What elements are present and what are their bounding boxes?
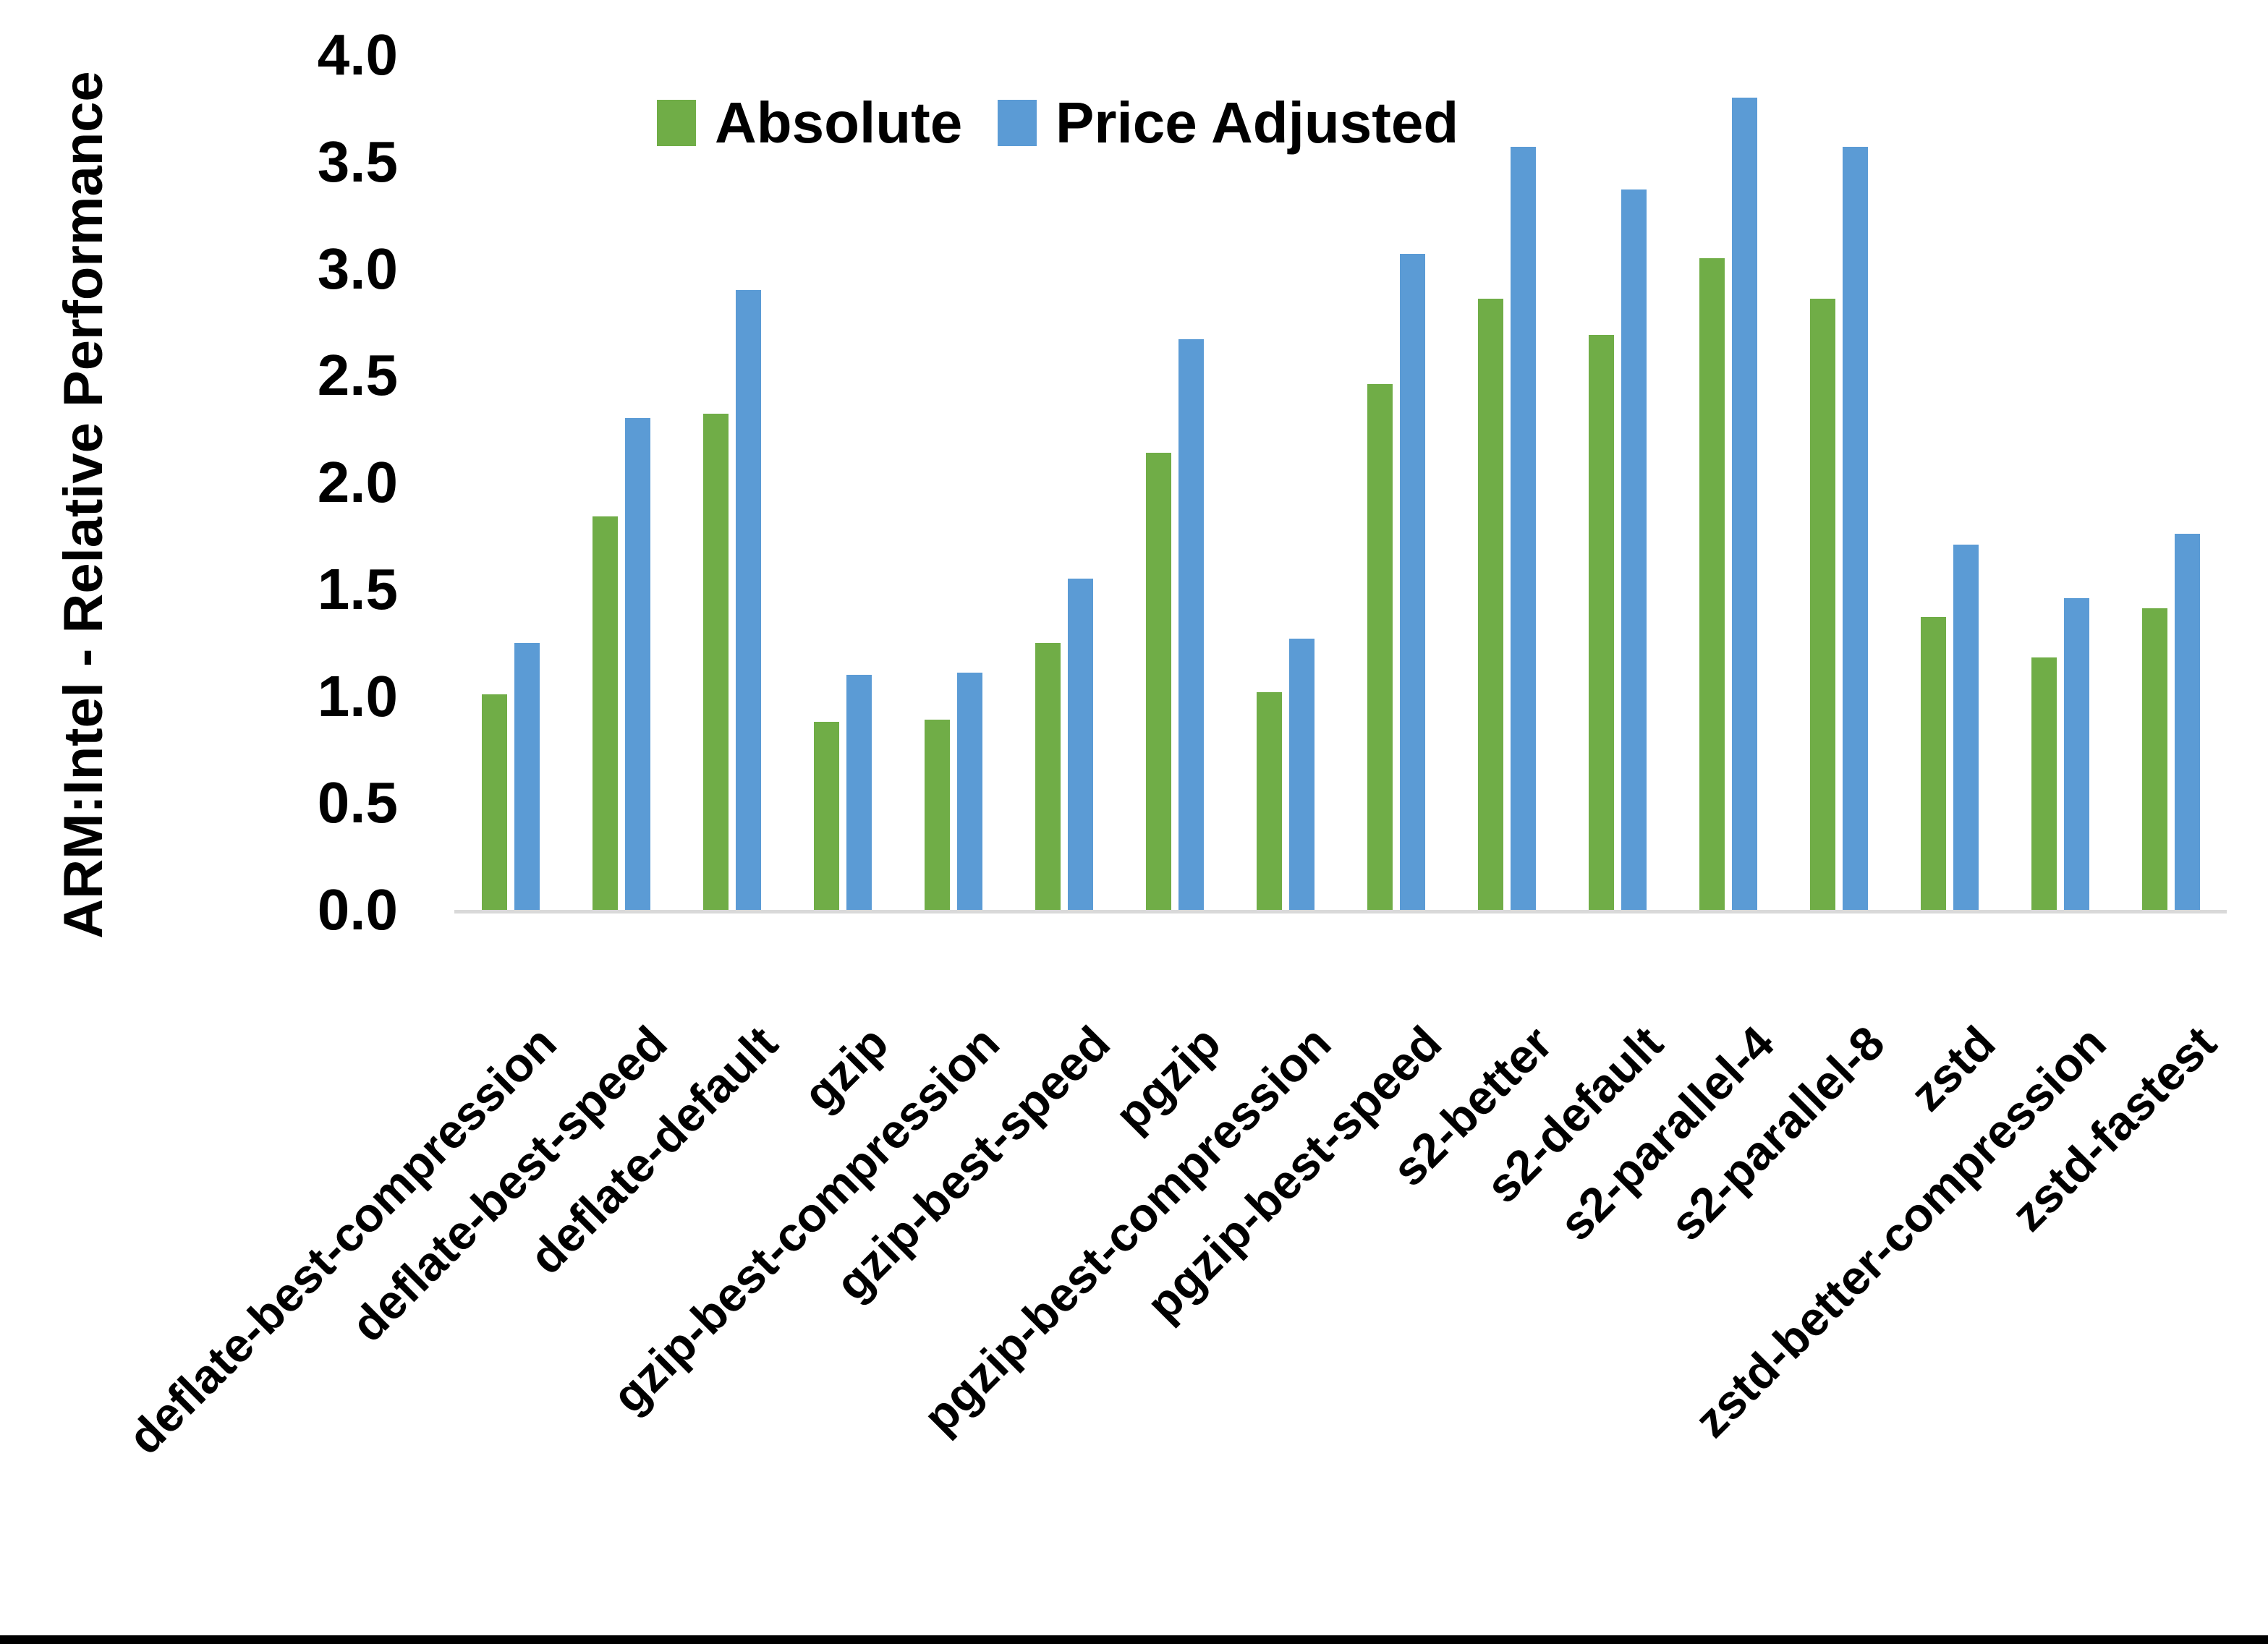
- bar-absolute-gzip-best-speed: [1035, 643, 1061, 910]
- bar-price-adjusted-gzip: [846, 675, 872, 910]
- bar-absolute-deflate-best-compression: [482, 694, 507, 910]
- bar-absolute-s2-default: [1589, 335, 1614, 910]
- legend-label-absolute: Absolute: [715, 90, 963, 155]
- bar-price-adjusted-s2-better: [1511, 147, 1536, 910]
- bar-price-adjusted-pgzip-best-speed: [1400, 254, 1425, 910]
- y-tick-label-3.5: 3.5: [317, 129, 398, 194]
- bar-absolute-pgzip-best-speed: [1367, 384, 1393, 910]
- bar-price-adjusted-deflate-best-compression: [514, 643, 540, 910]
- y-tick-label-3.0: 3.0: [317, 236, 398, 301]
- legend-item-absolute: Absolute: [657, 93, 962, 153]
- bar-price-adjusted-pgzip: [1178, 339, 1204, 910]
- bar-absolute-zstd-better-compression: [2031, 657, 2057, 910]
- bar-absolute-deflate-best-speed: [593, 516, 618, 910]
- bar-absolute-pgzip: [1146, 453, 1171, 910]
- y-tick-label-0.5: 0.5: [317, 770, 398, 835]
- y-axis-title: ARM:Intel - Relative Performance: [53, 71, 114, 939]
- legend-label-price-adjusted: Price Adjusted: [1056, 90, 1459, 155]
- bar-absolute-gzip-best-compression: [925, 720, 950, 910]
- bar-absolute-gzip: [814, 722, 839, 910]
- bottom-border: [0, 1635, 2268, 1644]
- bar-price-adjusted-deflate-best-speed: [625, 418, 650, 910]
- legend-swatch-absolute: [657, 100, 696, 146]
- bar-absolute-s2-parallel-8: [1810, 299, 1835, 910]
- bar-price-adjusted-zstd: [1953, 545, 1979, 910]
- legend-swatch-price-adjusted: [998, 100, 1037, 146]
- bar-price-adjusted-s2-parallel-8: [1843, 147, 1868, 910]
- bar-price-adjusted-s2-parallel-4: [1732, 98, 1757, 910]
- x-axis-line: [454, 910, 2227, 913]
- bar-price-adjusted-s2-default: [1621, 189, 1647, 910]
- x-category-label-deflate-best-compression: deflate-best-compression: [117, 1015, 566, 1465]
- bar-price-adjusted-deflate-default: [736, 290, 761, 910]
- bar-price-adjusted-gzip-best-speed: [1068, 579, 1093, 910]
- bar-absolute-s2-better: [1478, 299, 1503, 910]
- y-tick-label-1.5: 1.5: [317, 556, 398, 621]
- bar-price-adjusted-zstd-better-compression: [2064, 598, 2089, 910]
- bar-price-adjusted-pgzip-best-compression: [1289, 639, 1314, 910]
- y-tick-label-4.0: 4.0: [317, 22, 398, 87]
- bar-price-adjusted-zstd-fastest: [2175, 534, 2200, 910]
- legend-item-price-adjusted: Price Adjusted: [998, 93, 1458, 153]
- bar-price-adjusted-gzip-best-compression: [957, 673, 982, 910]
- bar-absolute-pgzip-best-compression: [1257, 692, 1282, 910]
- bar-absolute-s2-parallel-4: [1699, 258, 1725, 910]
- y-tick-label-2.5: 2.5: [317, 343, 398, 408]
- bar-absolute-zstd-fastest: [2142, 608, 2167, 910]
- bar-absolute-zstd: [1921, 617, 1946, 910]
- y-tick-label-2.0: 2.0: [317, 450, 398, 514]
- y-tick-label-1.0: 1.0: [317, 663, 398, 728]
- y-tick-label-0.0: 0.0: [317, 877, 398, 942]
- bar-absolute-deflate-default: [703, 414, 729, 910]
